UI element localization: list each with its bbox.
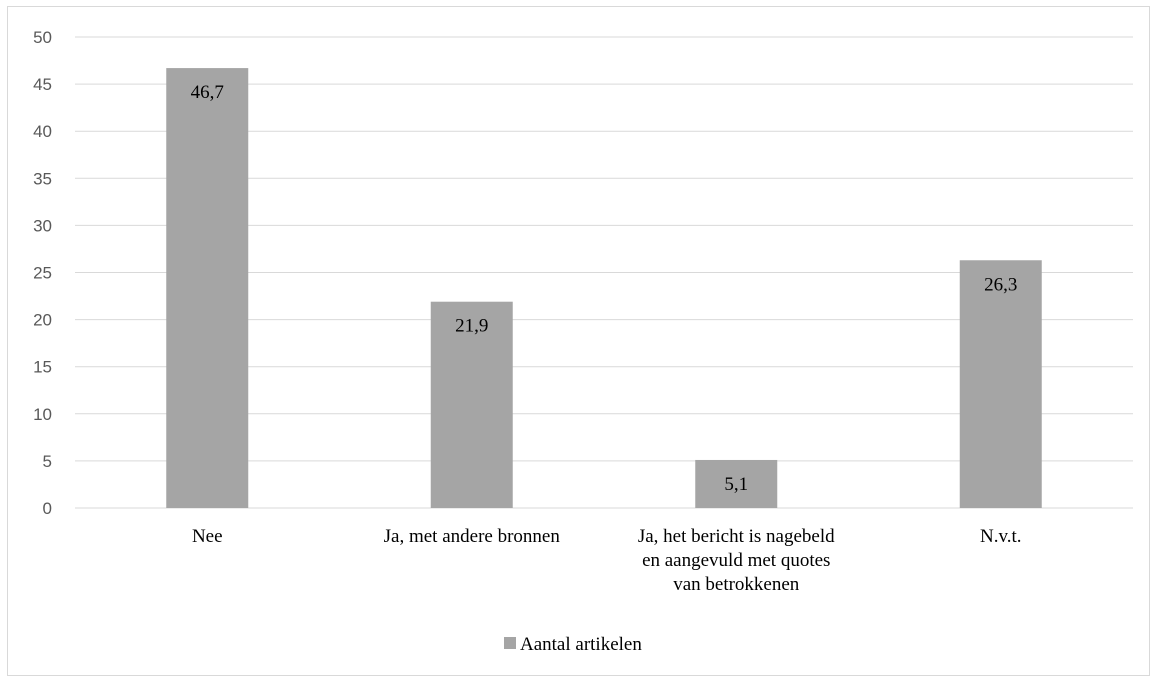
legend-swatch <box>504 637 516 649</box>
data-label: 5,1 <box>724 474 748 495</box>
legend-label: Aantal artikelen <box>520 634 642 655</box>
y-tick-label: 10 <box>33 405 52 424</box>
gridlines <box>75 36 1133 509</box>
y-tick-label: 30 <box>33 216 52 235</box>
x-tick-label: N.v.t. <box>980 526 1022 547</box>
y-tick-label: 50 <box>33 28 52 47</box>
data-labels: 46,7 21,9 5,1 26,3 <box>191 82 1018 495</box>
y-tick-label: 45 <box>33 75 52 94</box>
x-tick-label: van betrokkenen <box>673 574 800 595</box>
y-tick-label: 35 <box>33 169 52 188</box>
y-tick-label: 20 <box>33 311 52 330</box>
x-tick-label: Ja, het bericht is nagebeld <box>638 526 835 547</box>
data-label: 21,9 <box>455 316 488 337</box>
x-axis-labels: Nee Ja, met andere bronnen Ja, het bericht… <box>192 526 1022 595</box>
x-tick-label: en aangevuld met quotes <box>642 550 830 571</box>
data-label: 26,3 <box>984 274 1017 295</box>
x-tick-label: Nee <box>192 526 223 547</box>
bars <box>166 68 1042 508</box>
y-tick-label: 5 <box>43 452 52 471</box>
bar <box>166 68 249 508</box>
y-tick-label: 0 <box>43 499 52 518</box>
x-tick-label: Ja, met andere bronnen <box>384 526 561 547</box>
y-axis-ticks: 0 5 10 15 20 25 30 35 40 45 50 <box>33 28 52 518</box>
y-tick-label: 15 <box>33 358 52 377</box>
bar <box>959 260 1042 508</box>
y-tick-label: 40 <box>33 122 52 141</box>
bar <box>430 301 513 508</box>
y-tick-label: 25 <box>33 264 52 283</box>
bar <box>695 459 778 508</box>
data-label: 46,7 <box>191 82 224 103</box>
legend: Aantal artikelen <box>504 634 642 655</box>
